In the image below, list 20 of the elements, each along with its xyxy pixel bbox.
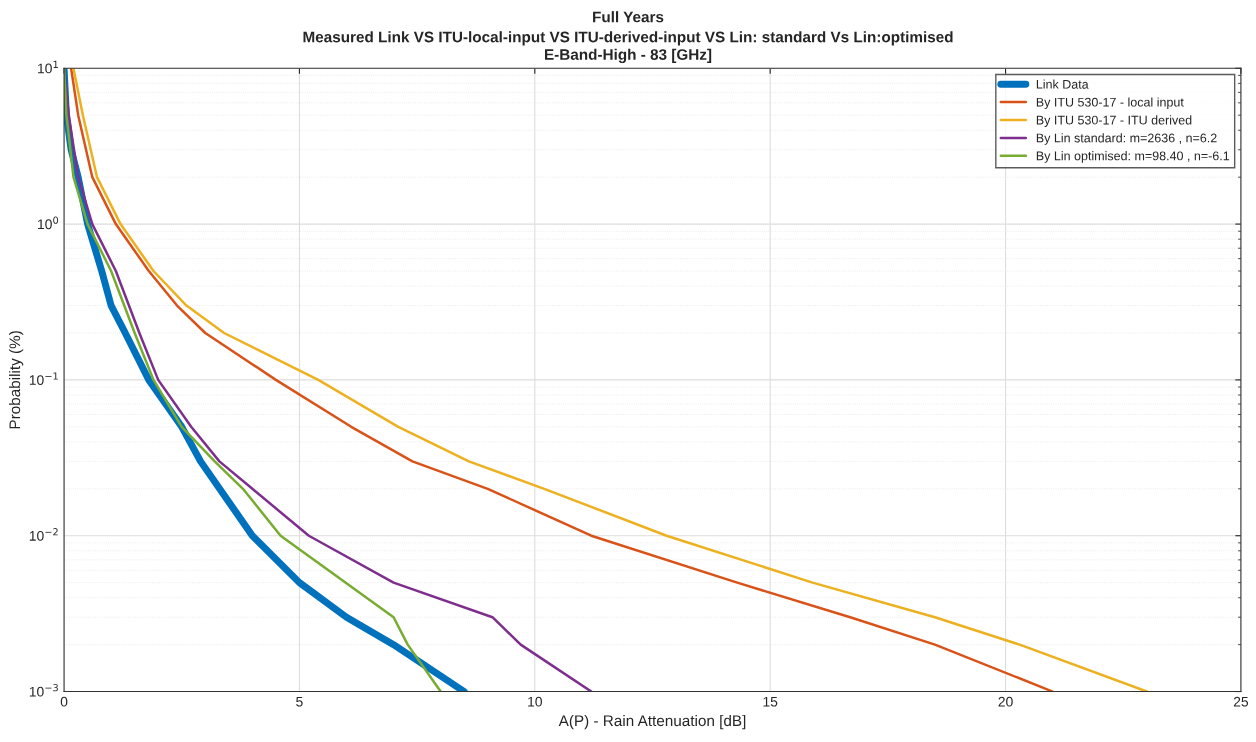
y-tick-label: 10$^{0}$ [38,216,59,230]
x-tick-label: 5 [296,696,303,707]
y-tick-label: 10$^{1}$ [38,60,58,74]
chart-title: Full Years [593,11,664,23]
y-axis-title: Probability (%) [8,331,24,429]
legend-label: By Lin optimised: m=98.40 , n=-6.1 [1036,151,1230,163]
legend-label: By Lin standard: m=2636 , n=6.2 [1036,133,1217,145]
legend-label: By ITU 530-17 - local input [1036,97,1184,110]
x-tick-label: 0 [60,696,68,707]
x-tick-label: 20 [998,696,1013,707]
legend-label: Link Data [1036,79,1089,89]
chart-subtitle: Measured Link VS ITU-local-input VS ITU-derived-input VS Lin: standard Vs Lin:optimised E-Band-High - 83 [GHz] [303,31,953,64]
y-tick-label: 10$^{−1}$ [29,372,58,385]
x-tick-label: 15 [763,696,778,707]
y-tick-label: 10$^{−2}$ [29,528,58,541]
legend-label: By ITU 530-17 - ITU derived [1036,115,1192,127]
x-tick-label: 10 [528,696,542,707]
y-tick-label: 10$^{−3}$ [29,683,58,697]
x-axis-title: A(P) - Rain Attenuation [dB] [558,714,746,730]
x-tick-label: 25 [1233,696,1249,707]
